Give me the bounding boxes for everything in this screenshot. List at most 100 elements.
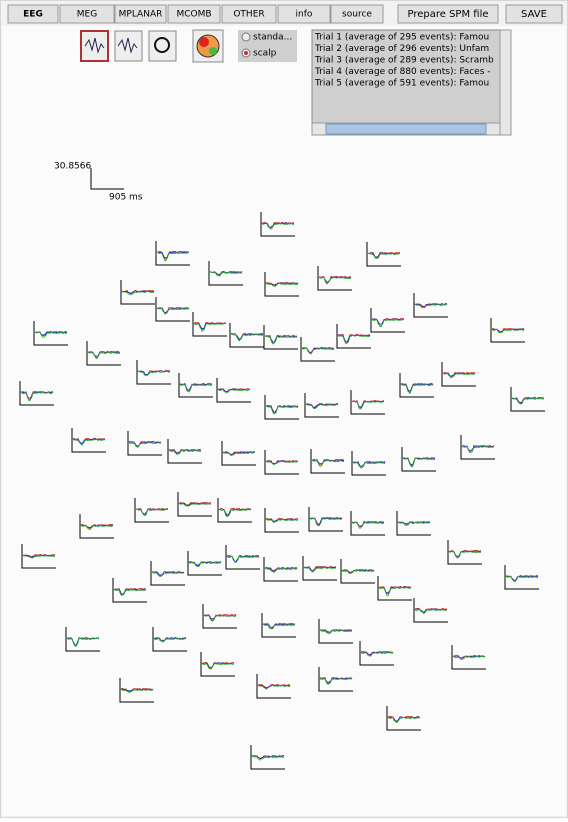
- tab-label[interactable]: info: [296, 10, 313, 20]
- icon-button[interactable]: [114, 30, 143, 62]
- channel-plot: [366, 242, 401, 267]
- radio-label[interactable]: scalp: [253, 49, 277, 59]
- v-scrollbar[interactable]: [499, 29, 512, 136]
- channel-plot: [221, 441, 256, 466]
- tab-label[interactable]: OTHER: [233, 10, 264, 20]
- plot-axes: [21, 544, 56, 569]
- channel-plot: [155, 297, 190, 322]
- plot-axes: [120, 280, 155, 305]
- trace: [80, 524, 114, 531]
- icon-buttons: [80, 29, 224, 63]
- plot-axes: [19, 381, 54, 406]
- tab[interactable]: [59, 4, 115, 24]
- trace: [318, 276, 352, 285]
- tab[interactable]: [330, 4, 384, 24]
- trace: [367, 251, 401, 258]
- plot-axes: [112, 578, 147, 603]
- trace: [188, 561, 222, 568]
- trial-item[interactable]: Trial 2 (average of 296 events): Unfam: [314, 44, 489, 54]
- plot-axes: [396, 511, 431, 536]
- plot-axes: [208, 261, 243, 286]
- channel-plot: [310, 449, 345, 474]
- trace: [265, 405, 299, 415]
- radio-button[interactable]: [241, 32, 251, 42]
- channel-plot: [263, 557, 298, 582]
- channel-plot: [21, 544, 56, 569]
- plot-axes: [127, 431, 162, 456]
- tab-label[interactable]: MCOMB: [176, 10, 211, 20]
- radio-label[interactable]: standa...: [253, 33, 292, 43]
- channel-plot: [187, 551, 222, 576]
- tab-label[interactable]: MEG: [77, 10, 97, 20]
- tab[interactable]: [114, 4, 167, 24]
- trace: [303, 566, 337, 573]
- plot-axes: [202, 604, 237, 629]
- trace: [22, 554, 56, 559]
- trial-list[interactable]: [311, 29, 512, 136]
- scroll-thumb[interactable]: [325, 123, 487, 135]
- channel-plot: [225, 545, 260, 570]
- save-label[interactable]: SAVE: [521, 9, 547, 20]
- trace: [319, 628, 353, 633]
- plot-axes: [221, 441, 256, 466]
- tab[interactable]: [277, 4, 331, 24]
- trace: [397, 521, 431, 526]
- trial-item[interactable]: Trial 5 (average of 591 events): Famou: [314, 79, 489, 89]
- trace: [319, 677, 353, 685]
- trace: [251, 755, 285, 761]
- trace: [203, 614, 237, 622]
- trial-item[interactable]: Trial 4 (average of 880 events): Faces -: [314, 67, 491, 77]
- icon: [154, 37, 170, 53]
- channel-plot: [229, 323, 264, 348]
- plot-axes: [263, 325, 298, 350]
- plot-axes: [399, 373, 434, 398]
- icon: [209, 47, 217, 55]
- trial-item[interactable]: Trial 1 (average of 295 events): Famou: [314, 33, 489, 43]
- icon-button[interactable]: [148, 30, 177, 62]
- plot-axes: [386, 706, 421, 731]
- tab-label[interactable]: EEG: [23, 10, 43, 20]
- prepare-label[interactable]: Prepare SPM file: [407, 9, 488, 20]
- trace: [34, 331, 68, 338]
- trace: [378, 585, 412, 595]
- tab[interactable]: [167, 4, 221, 24]
- trace: [461, 445, 495, 454]
- channel-plot: [19, 381, 54, 406]
- tab-label[interactable]: source: [342, 10, 372, 20]
- channel-plot: [350, 511, 385, 536]
- plot-axes: [79, 514, 114, 539]
- channel-plot: [351, 451, 386, 476]
- plot-axes: [460, 435, 495, 460]
- channel-plot: [317, 266, 352, 291]
- channel-plot: [350, 390, 385, 415]
- plot-axes: [359, 641, 394, 666]
- trace: [371, 318, 405, 328]
- trace: [311, 458, 345, 466]
- channel-plot: [178, 373, 213, 398]
- channel-plot: [260, 212, 295, 237]
- trace: [264, 567, 298, 572]
- save-button[interactable]: [505, 4, 563, 24]
- plot-axes: [318, 619, 353, 644]
- channel-plot: [413, 293, 448, 318]
- channel-plot: [490, 318, 525, 343]
- tab[interactable]: [221, 4, 277, 24]
- trace: [179, 383, 213, 393]
- channel-plot: [318, 619, 353, 644]
- plot-axes: [317, 266, 352, 291]
- plot-axes: [304, 393, 339, 418]
- tab[interactable]: [7, 4, 59, 24]
- tab-label[interactable]: MPLANAR: [119, 10, 163, 20]
- plot-axes: [134, 498, 169, 523]
- trace: [168, 449, 202, 456]
- prepare-button[interactable]: [397, 4, 499, 24]
- trace: [156, 251, 190, 262]
- icon: [117, 37, 138, 54]
- trace: [209, 271, 243, 277]
- plot-axes: [350, 511, 385, 536]
- plot-axes: [510, 387, 545, 412]
- channel-plot: [65, 627, 100, 652]
- channel-plot: [377, 576, 412, 601]
- plot-axes: [370, 308, 405, 333]
- trial-item[interactable]: Trial 3 (average of 289 events): Scramb: [314, 56, 494, 66]
